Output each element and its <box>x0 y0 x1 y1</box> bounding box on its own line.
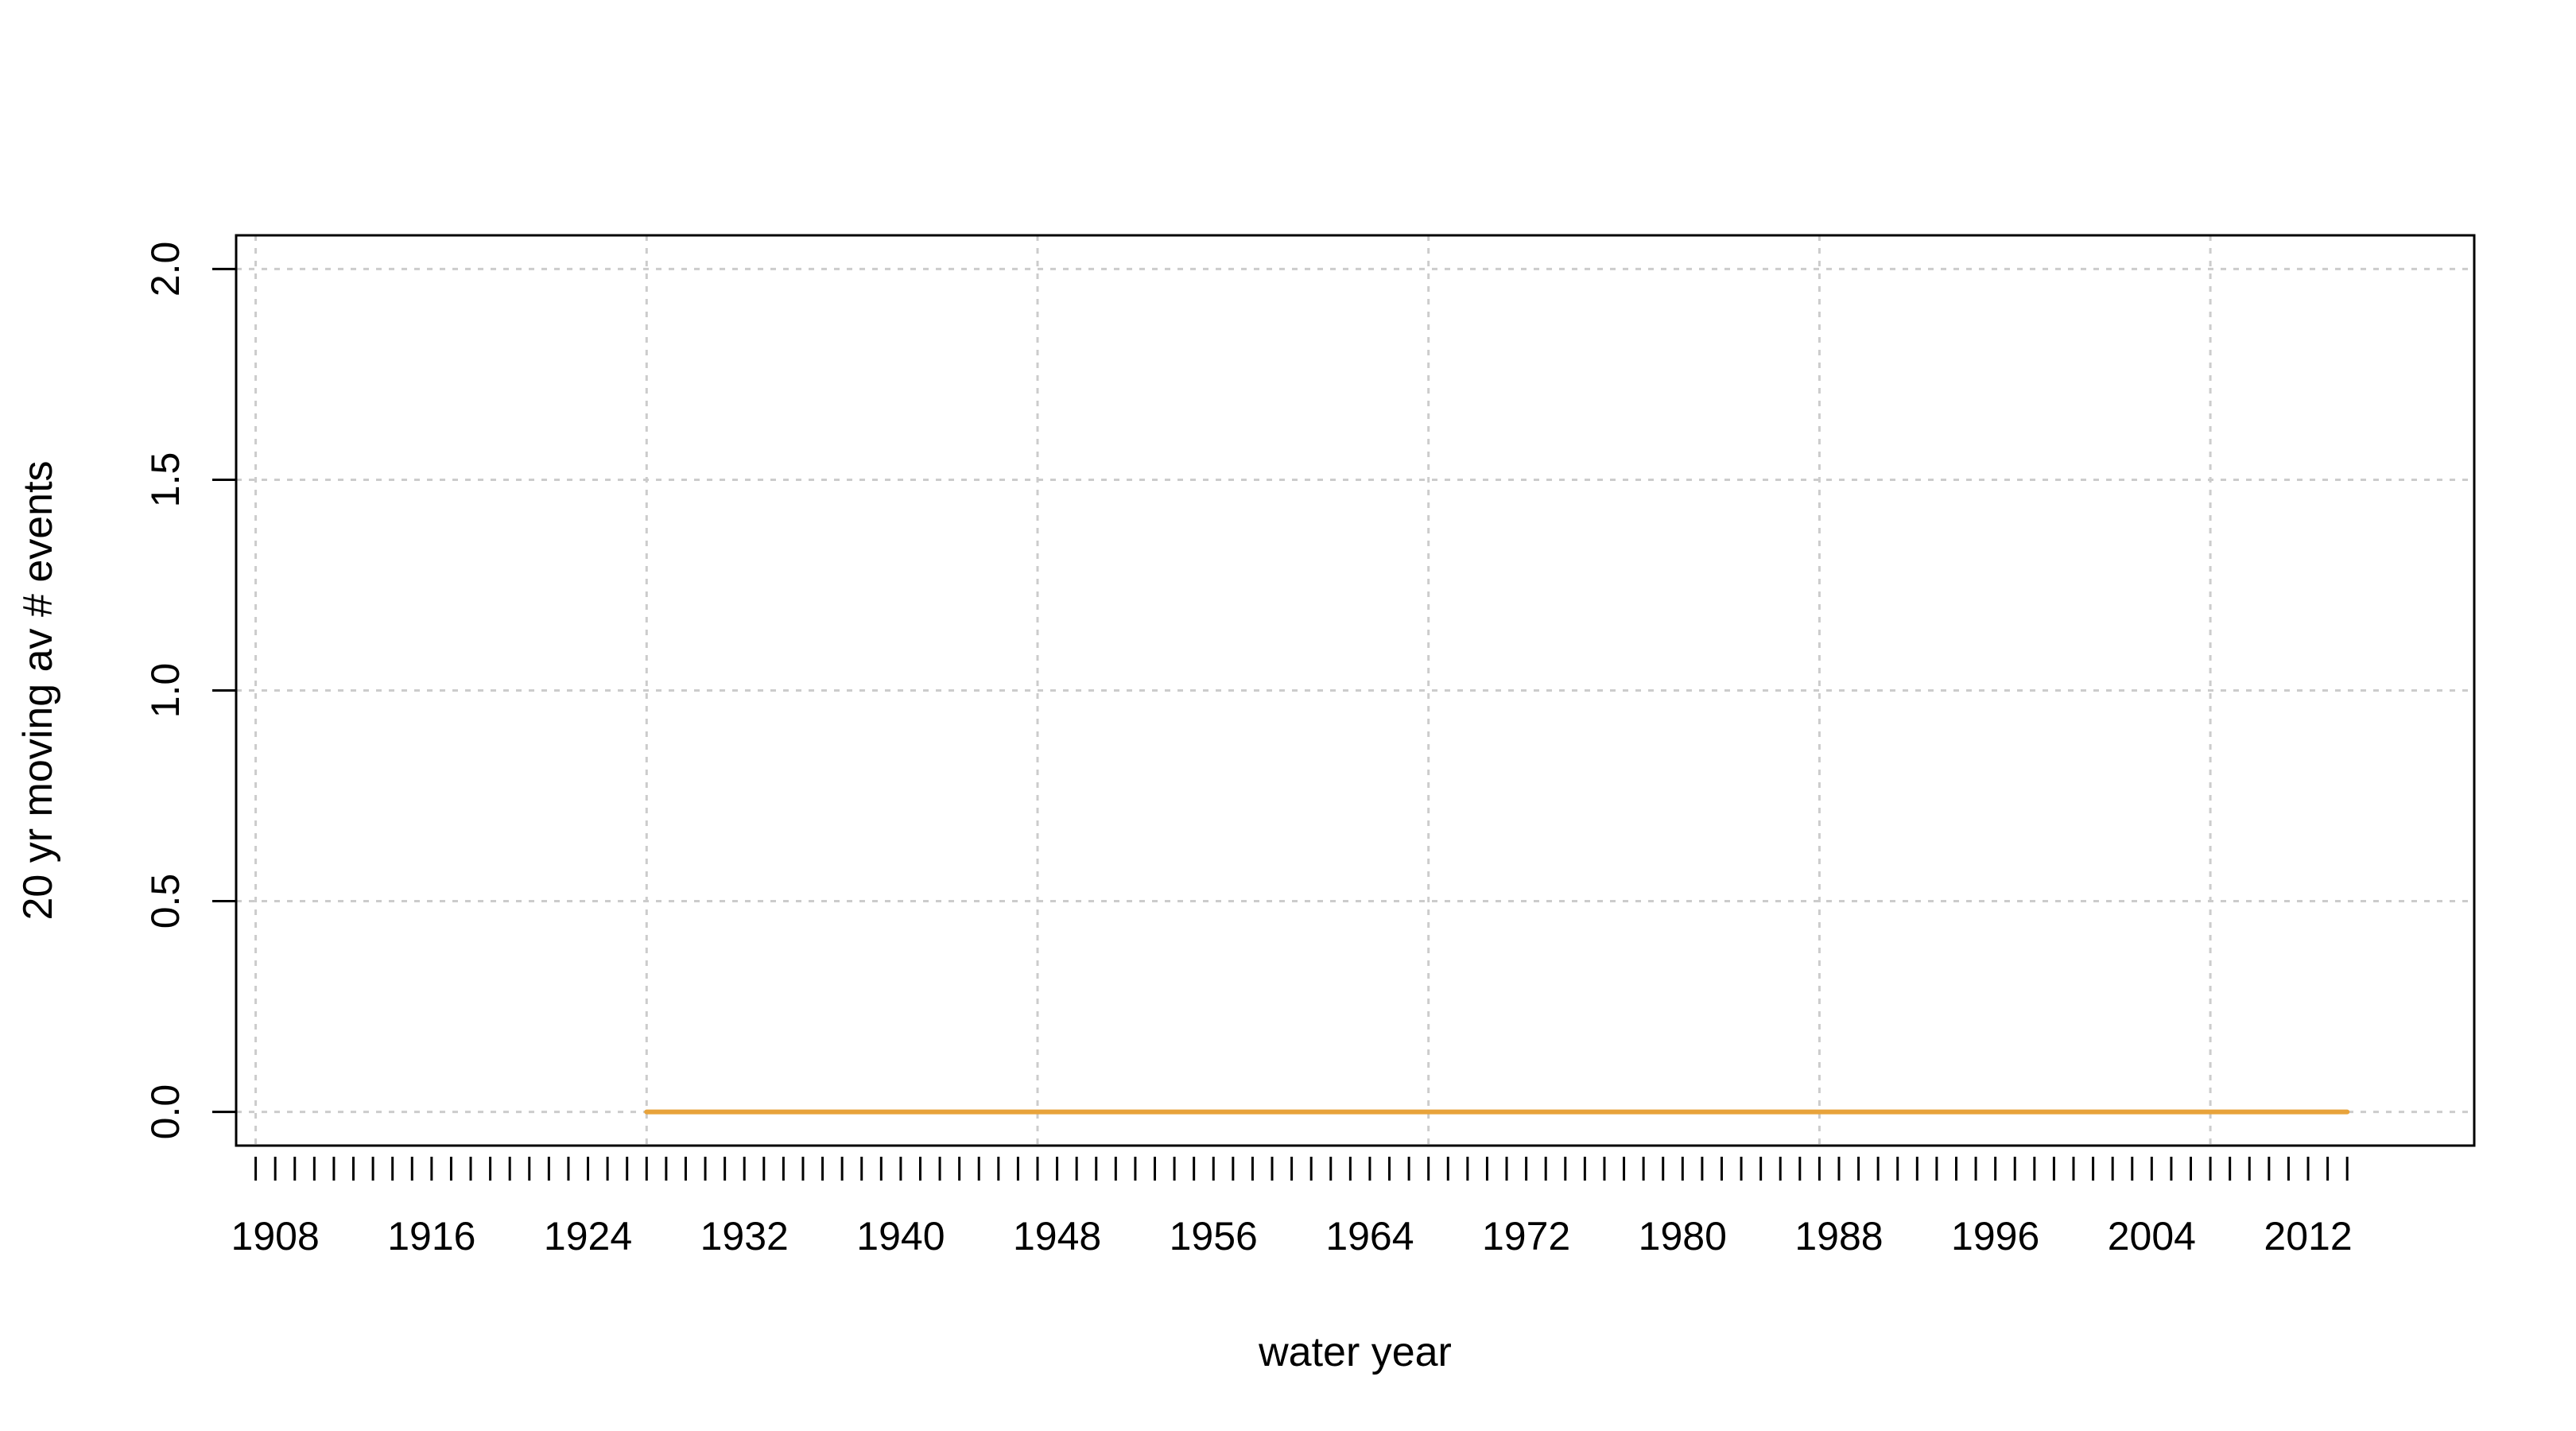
x-tick-label: 1980 <box>1639 1214 1727 1258</box>
x-tick-label: 1988 <box>1794 1214 1883 1258</box>
x-tick-label: 1932 <box>700 1214 789 1258</box>
y-tick-label: 1.0 <box>143 663 188 719</box>
x-tick-label: 1972 <box>1482 1214 1570 1258</box>
x-tick-label: 1924 <box>544 1214 632 1258</box>
y-tick-label: 0.5 <box>143 874 188 929</box>
x-tick-label: 1996 <box>1951 1214 2039 1258</box>
x-tick-label: 1940 <box>856 1214 945 1258</box>
y-tick-label: 1.5 <box>143 452 188 508</box>
y-tick-label: 2.0 <box>143 242 188 297</box>
y-tick-label: 0.0 <box>143 1084 188 1140</box>
x-axis: 1908 1916 1924 1932 1940 1948 1956 1964 1972 1980… <box>231 1157 2353 1258</box>
y-axis: 0.0 0.5 1.0 1.5 2.0 <box>143 242 236 1140</box>
x-tick-label: 1964 <box>1325 1214 1414 1258</box>
x-tick-label: 1908 <box>231 1214 320 1258</box>
x-tick-label: 1916 <box>387 1214 475 1258</box>
x-tick-label: 1956 <box>1170 1214 1258 1258</box>
x-tick-label: 1948 <box>1013 1214 1101 1258</box>
x-axis-title: water year <box>1258 1329 1452 1375</box>
x-tick-label: 2012 <box>2264 1214 2352 1258</box>
y-axis-title: 20 yr moving av # events <box>15 460 61 920</box>
x-tick-label: 2004 <box>2108 1214 2196 1258</box>
grid-lines <box>236 235 2474 1146</box>
